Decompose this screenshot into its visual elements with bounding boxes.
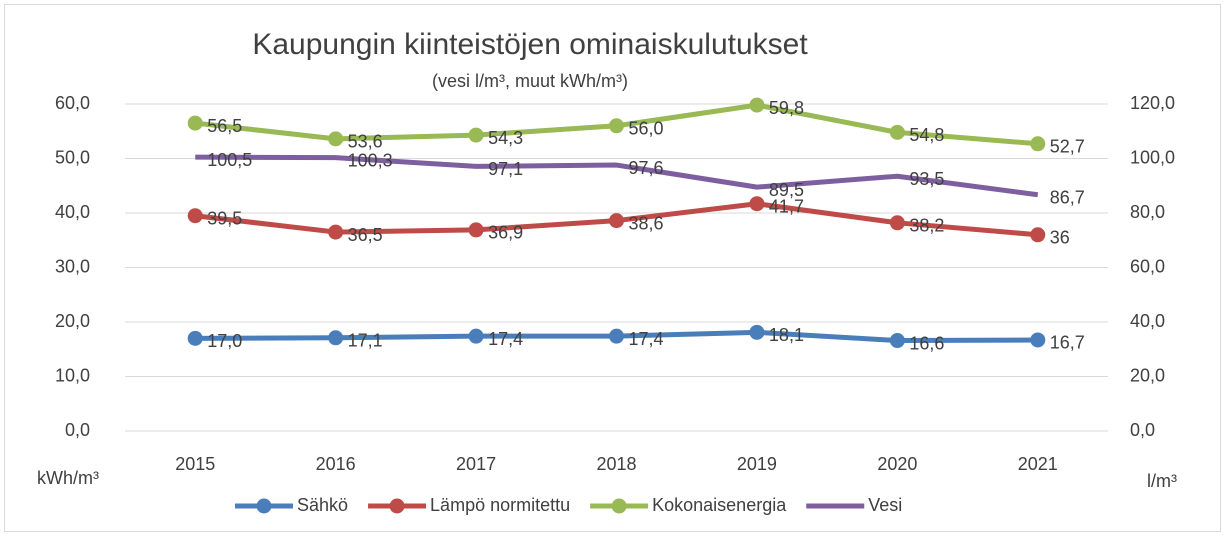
data-label: 16,6 (909, 333, 944, 353)
data-label: 38,6 (629, 213, 664, 233)
data-label: 39,5 (207, 208, 242, 228)
data-label: 17,0 (207, 331, 242, 351)
data-label: 54,3 (488, 128, 523, 148)
x-tick-label: 2018 (596, 454, 636, 474)
y-axis-label: kWh/m³ (37, 468, 99, 488)
series-marker (1030, 332, 1046, 348)
chart-subtitle: (vesi l/m³, muut kWh/m³) (432, 71, 628, 91)
data-label: 97,1 (488, 159, 523, 179)
y-tick-label: 50,0 (55, 147, 90, 167)
y-tick-label: 30,0 (55, 256, 90, 276)
y2-tick-label: 80,0 (1130, 202, 1165, 222)
x-tick-label: 2016 (316, 454, 356, 474)
series-marker (889, 124, 905, 140)
y-tick-label: 0,0 (65, 420, 90, 440)
series-marker (328, 330, 344, 346)
data-label: 17,4 (488, 329, 523, 349)
legend-marker (611, 498, 627, 514)
data-label: 56,5 (207, 116, 242, 136)
series-marker (749, 324, 765, 340)
data-label: 38,2 (909, 216, 944, 236)
series-line (195, 154, 1039, 198)
series-marker (609, 328, 624, 344)
data-label: 100,3 (348, 150, 393, 170)
data-label: 36,5 (348, 225, 383, 245)
data-label: 36 (1050, 228, 1070, 248)
data-label: 97,6 (629, 158, 664, 178)
data-label: 86,7 (1050, 187, 1085, 207)
data-label: 52,7 (1050, 137, 1085, 157)
series-marker (187, 330, 203, 346)
legend-marker (389, 498, 405, 514)
y2-tick-label: 120,0 (1130, 93, 1175, 113)
series-marker (328, 131, 344, 147)
data-label: 59,8 (769, 98, 804, 118)
series-marker (1030, 136, 1046, 152)
series-marker (749, 196, 765, 212)
y-tick-label: 20,0 (55, 311, 90, 331)
series-marker (468, 222, 484, 238)
series-marker (187, 208, 203, 224)
legend-label: Kokonaisenergia (652, 495, 787, 515)
data-label: 36,9 (488, 223, 523, 243)
data-label: 18,1 (769, 325, 804, 345)
legend-label: Sähkö (297, 495, 348, 515)
y2-tick-label: 100,0 (1130, 147, 1175, 167)
chart-title: Kaupungin kiinteistöjen ominaiskulutukse… (252, 28, 808, 61)
series-marker (889, 333, 905, 349)
x-tick-label: 2019 (737, 454, 777, 474)
data-label: 56,0 (629, 119, 664, 139)
legend-label: Lämpö normitettu (430, 495, 570, 515)
data-label: 53,6 (348, 132, 383, 152)
data-label: 54,8 (909, 125, 944, 145)
data-label: 100,5 (207, 150, 252, 170)
legend-label: Vesi (868, 495, 902, 515)
x-tick-label: 2015 (175, 454, 215, 474)
series-marker (468, 127, 484, 143)
y-tick-label: 60,0 (55, 93, 90, 113)
series-marker (328, 224, 344, 240)
series-marker (609, 213, 624, 229)
series-marker (609, 118, 624, 134)
series-marker (1030, 227, 1046, 243)
series-marker (468, 328, 484, 344)
data-label: 93,5 (909, 169, 944, 189)
y-tick-label: 10,0 (55, 365, 90, 385)
series-marker (749, 97, 765, 113)
data-label: 17,1 (348, 331, 383, 351)
data-label: 17,4 (629, 329, 664, 349)
series-marker (889, 215, 905, 231)
y2-tick-label: 60,0 (1130, 256, 1165, 276)
data-label: 41,7 (769, 196, 804, 216)
y2-tick-label: 40,0 (1130, 311, 1165, 331)
y2-tick-label: 0,0 (1130, 420, 1155, 440)
y2-tick-label: 20,0 (1130, 365, 1165, 385)
legend-marker (256, 498, 272, 514)
data-label: 89,5 (769, 180, 804, 200)
x-tick-label: 2017 (456, 454, 496, 474)
data-label: 16,7 (1050, 333, 1085, 353)
y2-axis-label: l/m³ (1147, 471, 1177, 491)
x-tick-label: 2020 (877, 454, 917, 474)
x-tick-label: 2021 (1018, 454, 1058, 474)
series-marker (187, 115, 203, 131)
y-tick-label: 40,0 (55, 202, 90, 222)
